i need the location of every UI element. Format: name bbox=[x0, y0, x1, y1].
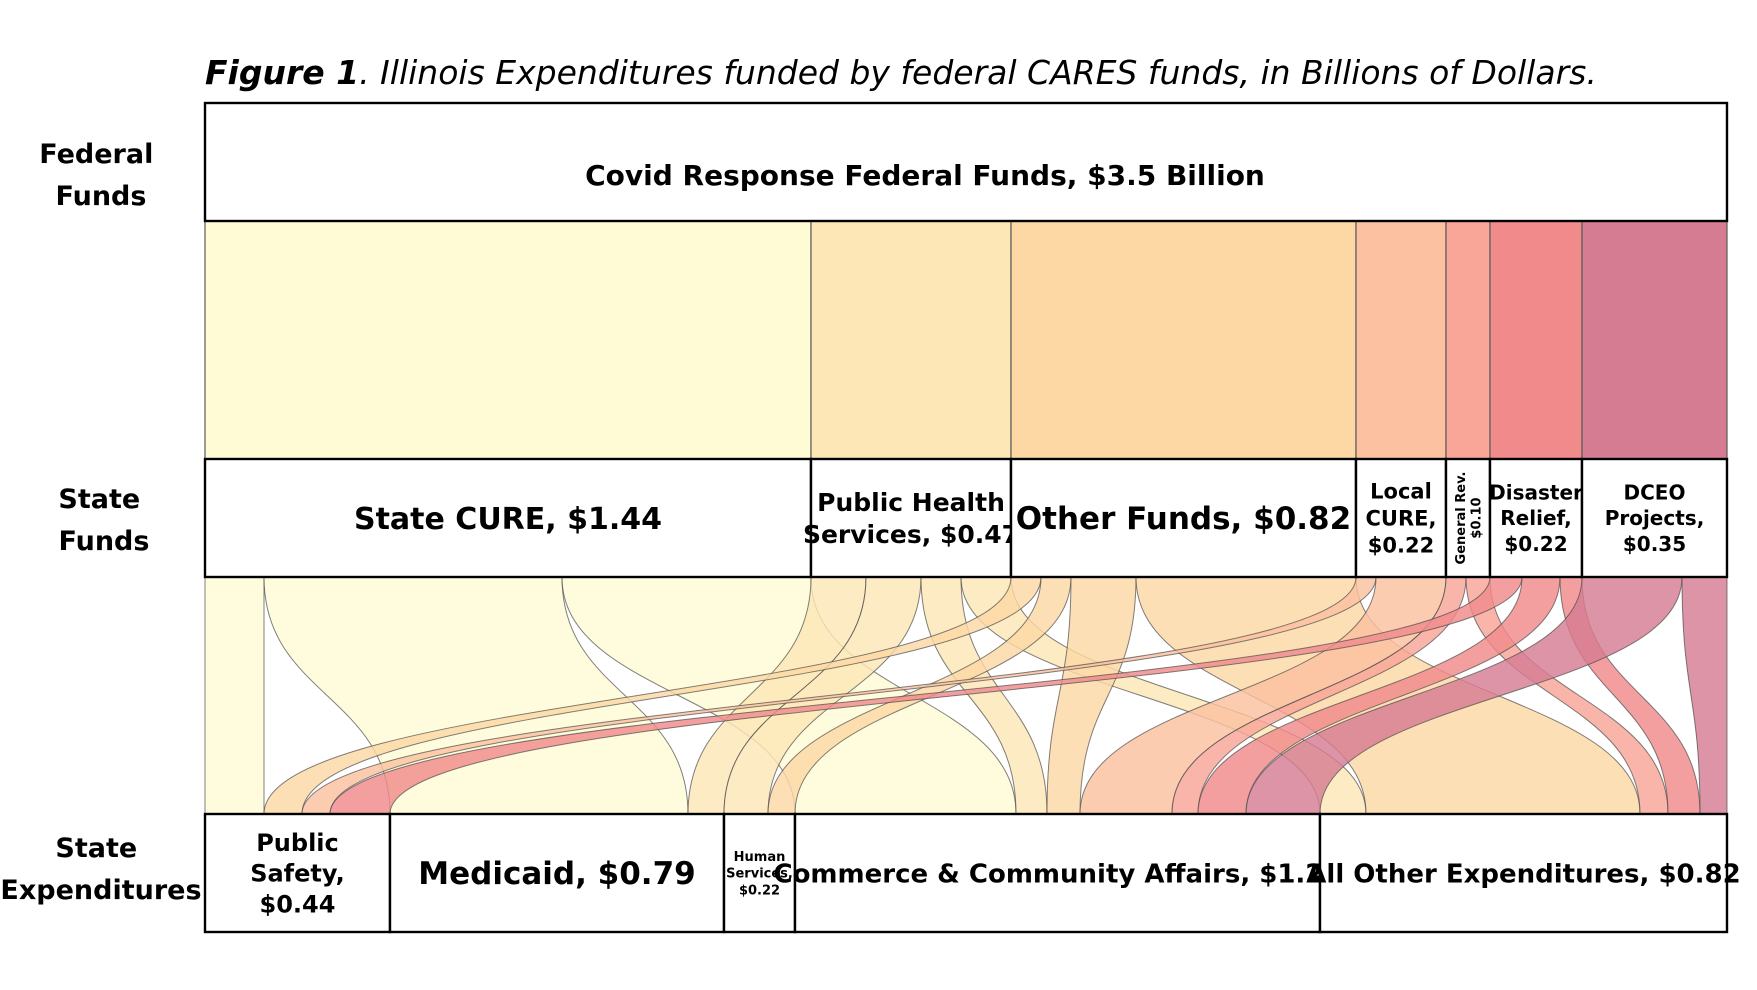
state-fund-state-cure: State CURE, $1.44 bbox=[203, 457, 813, 579]
state-fund-label: State CURE, $1.44 bbox=[354, 502, 662, 537]
expenditure-box bbox=[1318, 812, 1729, 934]
federal-funds-node: Covid Response Federal Funds, $3.5 Billi… bbox=[203, 101, 1729, 223]
expenditure-label: Commerce & Community Affairs, $1.24 bbox=[773, 859, 1341, 889]
expenditure-label: Human Services, $0.22 bbox=[726, 850, 793, 898]
federal-funds-label: Covid Response Federal Funds, $3.5 Billi… bbox=[585, 159, 1265, 192]
state-fund-label: Other Funds, $0.82 bbox=[1016, 501, 1351, 537]
state-fund-box bbox=[809, 457, 1013, 579]
expenditure-box bbox=[793, 812, 1322, 934]
state-fund-box bbox=[1580, 457, 1729, 579]
state-fund-label: Local CURE, $0.22 bbox=[1366, 480, 1437, 558]
expenditure-box bbox=[388, 812, 726, 934]
expenditure-box bbox=[203, 812, 392, 934]
band-other-funds bbox=[1010, 220, 1357, 460]
figure-title-rest: . Illinois Expenditures funded by federa… bbox=[359, 53, 1597, 92]
state-to-expenditure-flows bbox=[204, 576, 1728, 815]
state-fund-box bbox=[1444, 457, 1492, 579]
state-fund-general-rev: General Rev.$0.10 bbox=[1444, 457, 1492, 579]
row-label-federal-funds: Federal Funds bbox=[39, 139, 163, 212]
band-public-health bbox=[810, 220, 1012, 460]
band-dceo-projects bbox=[1581, 220, 1728, 460]
state-funds-row: State CURE, $1.44 Public Health Services, … bbox=[203, 457, 1729, 579]
band-disaster-relief bbox=[1489, 220, 1583, 460]
band-state-cure bbox=[204, 220, 812, 460]
state-fund-local-cure: Local CURE, $0.22 bbox=[1354, 457, 1448, 579]
expenditure-label: Public Safety, $0.44 bbox=[250, 829, 345, 918]
federal-funds-box bbox=[203, 101, 1729, 223]
state-fund-box bbox=[1488, 457, 1584, 579]
state-fund-box bbox=[1354, 457, 1448, 579]
state-fund-label: Public Health Services, $0.47 bbox=[803, 488, 1019, 549]
state-fund-label: General Rev.$0.10 bbox=[1454, 472, 1485, 565]
state-fund-label: DCEO Projects, $0.35 bbox=[1605, 481, 1705, 556]
band-local-cure bbox=[1355, 220, 1447, 460]
state-fund-public-health: Public Health Services, $0.47 bbox=[803, 457, 1019, 579]
state-fund-dceo-projects: DCEO Projects, $0.35 bbox=[1580, 457, 1729, 579]
row-label-state-expenditures: State Expenditures bbox=[0, 833, 201, 906]
expenditure-label: All Other Expenditures, $0.82 bbox=[1306, 859, 1740, 889]
expenditure-commerce: Commerce & Community Affairs, $1.24 bbox=[773, 812, 1342, 934]
state-fund-other-funds: Other Funds, $0.82 bbox=[1009, 457, 1358, 579]
state-expenditures-row: Public Safety, $0.44 Medicaid, $0.79 Human Se… bbox=[203, 812, 1741, 934]
expenditure-public-safety: Public Safety, $0.44 bbox=[203, 812, 392, 934]
figure-title-bold: Figure 1 bbox=[205, 53, 359, 92]
row-label-state-funds: State Funds bbox=[58, 484, 149, 557]
expenditure-all-other: All Other Expenditures, $0.82 bbox=[1306, 812, 1741, 934]
state-fund-disaster-relief: Disaster Relief, $0.22 bbox=[1488, 457, 1584, 579]
expenditure-label: Medicaid, $0.79 bbox=[418, 856, 695, 892]
expenditure-medicaid: Medicaid, $0.79 bbox=[388, 812, 726, 934]
federal-to-state-bands bbox=[204, 220, 1728, 460]
state-fund-box bbox=[1009, 457, 1358, 579]
flow-state-cure-to-public-safety bbox=[204, 576, 265, 815]
state-fund-label: Disaster Relief, $0.22 bbox=[1489, 481, 1583, 556]
band-general-rev bbox=[1445, 220, 1491, 460]
figure-title: Figure 1. Illinois Expenditures funded b… bbox=[205, 53, 1597, 92]
